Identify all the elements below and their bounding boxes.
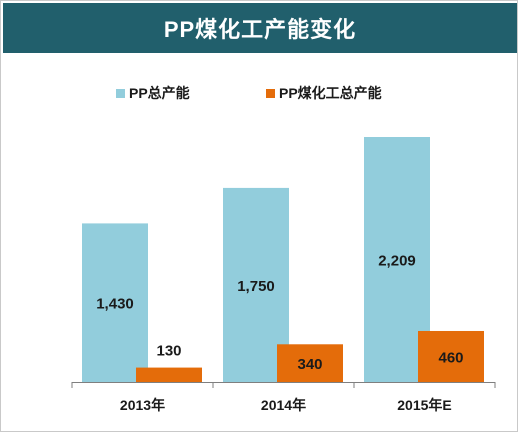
legend-label-2: PP煤化工总产能 <box>279 85 382 101</box>
data-label-series2-2: 340 <box>297 356 322 373</box>
legend-label-1: PP总产能 <box>129 85 190 101</box>
data-label-series1-1: 1,430 <box>96 296 134 313</box>
legend-swatch-2 <box>266 89 275 98</box>
data-label-series2-1: 130 <box>156 343 181 360</box>
bars: 1,430 1,750 2,209 130 340 460 <box>82 137 484 382</box>
legend: PP总产能 PP煤化工总产能 <box>116 85 382 101</box>
x-tick-label-2: 2014年 <box>261 397 306 413</box>
x-tick-label-3: 2015年E <box>397 397 451 413</box>
data-label-series1-3: 2,209 <box>378 253 416 270</box>
x-tick-label-1: 2013年 <box>120 397 165 413</box>
bar-series2-1 <box>136 367 202 382</box>
bar-series2-2 <box>277 344 343 382</box>
data-label-series2-3: 460 <box>438 349 463 366</box>
bar-series1-1 <box>82 223 148 382</box>
legend-swatch-1 <box>116 89 125 98</box>
data-label-series1-2: 1,750 <box>237 278 275 295</box>
chart-title: PP煤化工产能变化 <box>3 3 517 53</box>
bar-series2-3 <box>418 330 484 382</box>
x-axis: 2013年 2014年 2015年E <box>71 382 496 413</box>
